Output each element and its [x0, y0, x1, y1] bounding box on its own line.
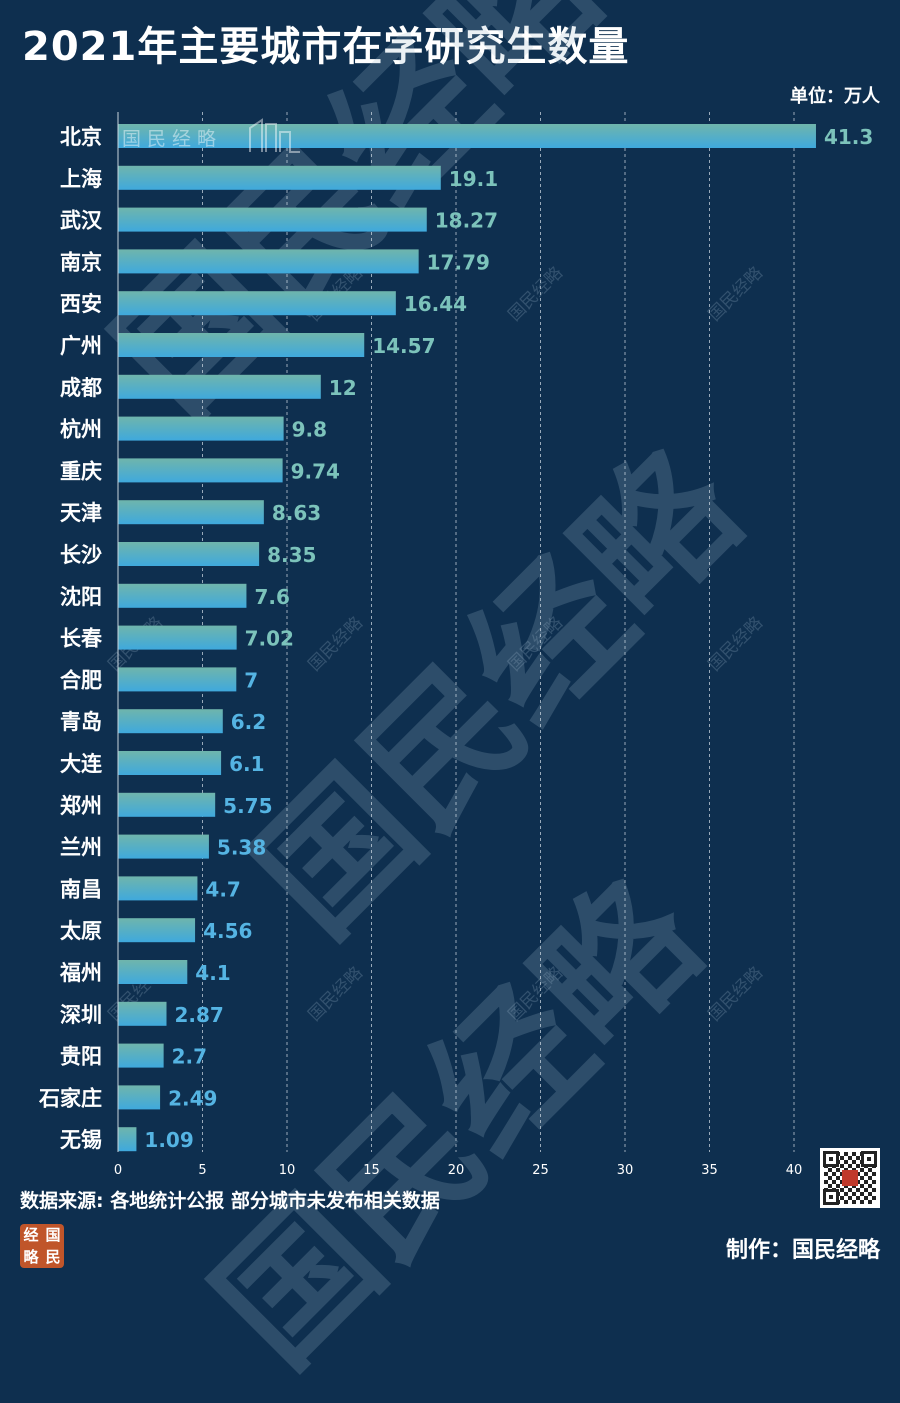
category-label: 杭州 [60, 418, 102, 442]
bar [118, 1043, 164, 1068]
value-label: 6.1 [229, 752, 264, 776]
x-tick-label: 20 [448, 1163, 465, 1178]
bar [118, 918, 196, 943]
value-label: 9.74 [291, 459, 340, 483]
value-label: 1.09 [144, 1128, 193, 1152]
category-label: 南京 [60, 250, 102, 274]
value-label: 2.87 [175, 1003, 224, 1027]
value-label: 7.02 [245, 627, 294, 651]
bar [118, 583, 247, 608]
bar [118, 458, 283, 483]
brand-logo: 经 国 略 民 [20, 1224, 64, 1268]
value-label: 19.1 [449, 167, 498, 191]
category-label: 天津 [60, 501, 102, 525]
bar-watermark: 国民经略 [122, 128, 222, 150]
x-tick-label: 0 [114, 1163, 122, 1178]
bar [118, 960, 188, 984]
value-label: 8.35 [267, 543, 316, 567]
x-tick-label: 35 [701, 1163, 718, 1178]
bar [118, 333, 365, 357]
bar [118, 249, 419, 274]
bar [118, 1001, 167, 1026]
category-label: 深圳 [60, 1003, 102, 1027]
x-tick-label: 5 [198, 1163, 206, 1178]
logo-char: 民 [45, 1248, 61, 1266]
bar [118, 834, 209, 859]
bar-chart: 北京 41.3 上海 19.1 武汉 18.27 南京 17.79 西安 16.44 广州 14.57… [38, 112, 873, 1178]
value-label: 17.79 [427, 250, 490, 274]
value-label: 6.2 [231, 710, 266, 734]
value-label: 7 [244, 668, 258, 692]
bar [118, 374, 321, 399]
category-label: 广州 [60, 334, 102, 358]
bar [118, 207, 427, 232]
value-label: 5.75 [223, 794, 272, 818]
bar [118, 291, 396, 316]
x-tick-label: 40 [786, 1163, 803, 1178]
value-label: 14.57 [372, 334, 435, 358]
value-label: 5.38 [217, 836, 266, 860]
category-label: 贵阳 [60, 1045, 102, 1069]
value-label: 7.6 [254, 585, 289, 609]
value-label: 4.56 [203, 919, 252, 943]
category-label: 福州 [59, 961, 102, 985]
data-source: 数据来源: 各地统计公报 部分城市未发布相关数据 [20, 1190, 440, 1212]
value-label: 12 [329, 376, 357, 400]
bar [118, 124, 816, 148]
logo-char: 经 [23, 1226, 39, 1244]
skyline-icon [249, 118, 300, 153]
value-label: 41.3 [824, 125, 873, 149]
chart-title: 2021年主要城市在学研究生数量 [22, 24, 630, 70]
category-label: 重庆 [60, 459, 102, 483]
bar [118, 792, 216, 817]
bar [118, 709, 223, 734]
logo-char: 国 [45, 1226, 61, 1244]
value-label: 8.63 [272, 501, 321, 525]
category-label: 北京 [60, 125, 102, 149]
category-label: 青岛 [60, 710, 102, 734]
bar [118, 667, 237, 692]
bar [118, 500, 264, 525]
qr-code [820, 1148, 880, 1208]
category-label: 郑州 [60, 794, 102, 818]
bar [118, 625, 237, 650]
x-tick-label: 30 [617, 1163, 634, 1178]
bar [118, 416, 284, 441]
category-label: 大连 [60, 752, 103, 776]
category-label: 长春 [60, 627, 103, 651]
x-tick-label: 10 [279, 1163, 296, 1178]
category-label: 无锡 [60, 1128, 102, 1152]
bar [118, 1085, 161, 1110]
category-label: 成都 [60, 376, 102, 400]
category-label: 合肥 [60, 668, 102, 692]
value-label: 9.8 [292, 418, 327, 442]
value-label: 4.7 [205, 877, 240, 901]
value-label: 4.1 [195, 961, 230, 985]
bar [118, 165, 441, 190]
category-label: 沈阳 [60, 585, 102, 609]
value-label: 18.27 [435, 209, 498, 233]
category-label: 武汉 [60, 209, 103, 233]
logo-char: 略 [23, 1248, 39, 1266]
x-tick-label: 15 [363, 1163, 380, 1178]
category-label: 南昌 [60, 877, 102, 901]
category-label: 西安 [60, 292, 102, 316]
bar [118, 542, 260, 566]
category-label: 长沙 [60, 543, 102, 567]
value-label: 2.49 [168, 1086, 217, 1110]
bar [118, 876, 198, 901]
bar [118, 751, 222, 775]
unit-label: 单位：万人 [790, 86, 880, 107]
value-label: 16.44 [404, 292, 467, 316]
category-label: 石家庄 [38, 1086, 102, 1110]
category-label: 上海 [60, 167, 102, 191]
x-tick-label: 25 [532, 1163, 549, 1178]
value-label: 2.7 [172, 1045, 207, 1069]
category-label: 太原 [60, 919, 102, 943]
category-label: 兰州 [60, 836, 102, 860]
bar [118, 1127, 137, 1152]
maker-credit: 制作：国民经略 [725, 1238, 880, 1263]
